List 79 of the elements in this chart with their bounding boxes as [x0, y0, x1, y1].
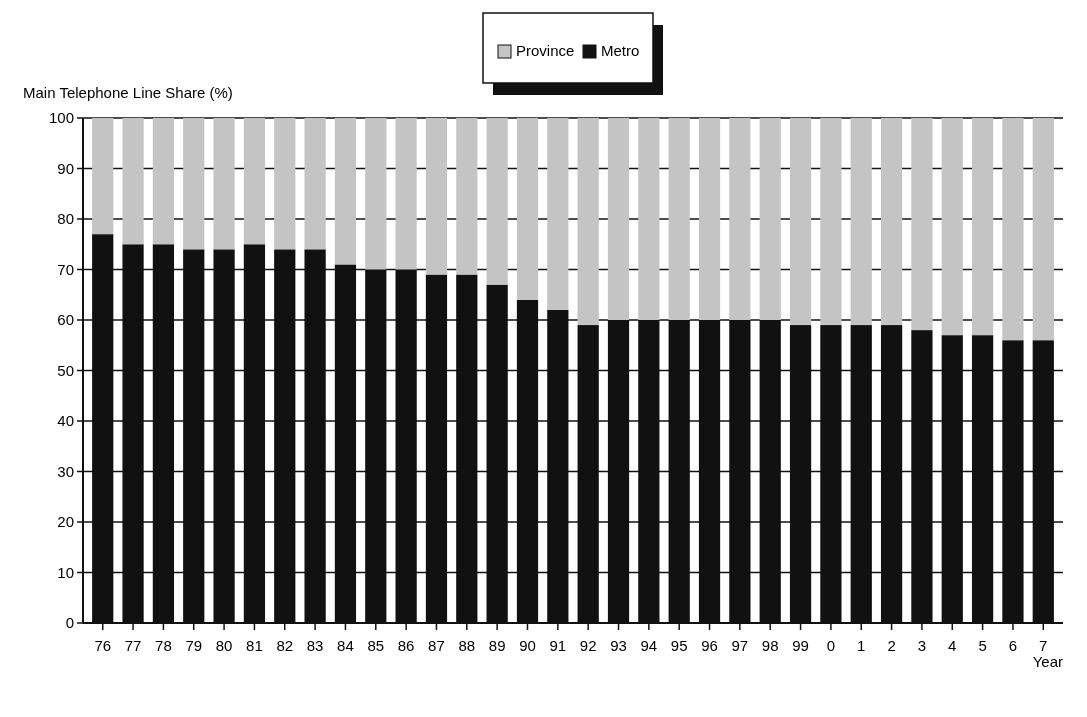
y-tick-label: 90: [57, 159, 74, 177]
bar: [759, 118, 781, 320]
y-tick-label: 80: [57, 210, 74, 228]
bar: [638, 118, 660, 320]
x-tick-label: 88: [458, 637, 476, 654]
bar: [92, 118, 114, 235]
x-tick-label: 76: [94, 637, 112, 654]
y-tick-label: 20: [57, 513, 74, 531]
x-tick-label: 2: [887, 637, 896, 654]
x-tick-label: 91: [549, 637, 567, 654]
bar: [698, 118, 721, 320]
y-axis-title: Main Telephone Line Share (%): [23, 84, 233, 101]
bar: [516, 118, 539, 300]
bar: [1002, 118, 1024, 341]
x-tick-label: 82: [276, 637, 294, 654]
x-tick-label: 83: [306, 637, 324, 654]
bar: [941, 118, 963, 336]
x-tick-label: 78: [155, 637, 172, 654]
x-tick-label: 3: [917, 637, 927, 654]
x-tick-label: 0: [826, 637, 836, 654]
bar: [183, 118, 205, 250]
y-tick-label: 0: [65, 614, 74, 632]
x-tick-label: 5: [978, 637, 987, 654]
bar: [729, 118, 751, 320]
x-tick-label: 94: [640, 637, 658, 654]
y-tick-label: 30: [57, 462, 74, 480]
x-tick-label: 6: [1008, 637, 1018, 654]
bar: [304, 118, 326, 250]
y-tick-label: 10: [57, 563, 74, 581]
bar: [971, 118, 994, 336]
x-tick-label: 86: [397, 637, 415, 654]
bar: [243, 118, 266, 245]
x-tick-label: 84: [337, 637, 354, 654]
bar: [547, 118, 569, 310]
bar: [334, 118, 357, 265]
x-tick-label: 85: [367, 637, 385, 654]
bar: [456, 118, 478, 275]
legend-label: Province: [516, 42, 575, 59]
y-tick-label: 70: [57, 260, 74, 278]
bar: [486, 118, 508, 285]
x-axis-title: Year: [1032, 653, 1063, 670]
x-tick-label: 97: [731, 637, 749, 654]
x-tick-label: 4: [948, 637, 957, 654]
x-tick-label: 77: [124, 637, 142, 654]
bar: [820, 118, 842, 326]
y-tick-label: 60: [57, 311, 74, 329]
bar: [152, 118, 175, 245]
bar: [425, 118, 448, 275]
bar: [607, 118, 630, 320]
x-tick-label: 1: [857, 637, 866, 654]
bar: [911, 118, 933, 331]
x-tick-label: 80: [215, 637, 233, 654]
x-tick-label: 7: [1039, 637, 1048, 654]
y-tick-label: 100: [48, 109, 74, 127]
x-tick-label: 89: [488, 637, 506, 654]
x-tick-label: 79: [185, 637, 203, 654]
bar: [577, 118, 599, 326]
x-tick-label: 87: [428, 637, 445, 654]
bar: [395, 118, 417, 270]
bar: [274, 118, 296, 250]
y-tick-label: 50: [57, 361, 74, 379]
bar: [1032, 118, 1054, 341]
x-tick-label: 93: [610, 637, 627, 654]
x-tick-label: 96: [701, 637, 718, 654]
bar: [789, 118, 812, 326]
bar: [122, 118, 144, 245]
bar: [213, 118, 235, 250]
x-tick-label: 92: [579, 637, 597, 654]
legend-label: Metro: [601, 42, 640, 59]
x-tick-label: 81: [246, 637, 263, 654]
bar: [880, 118, 903, 326]
x-tick-label: 99: [792, 637, 809, 654]
bar: [850, 118, 872, 326]
bar: [365, 118, 387, 270]
y-tick-label: 40: [57, 412, 74, 430]
x-tick-label: 95: [670, 637, 688, 654]
x-tick-label: 98: [761, 637, 779, 654]
x-tick-label: 90: [519, 637, 536, 654]
bar: [668, 118, 690, 320]
